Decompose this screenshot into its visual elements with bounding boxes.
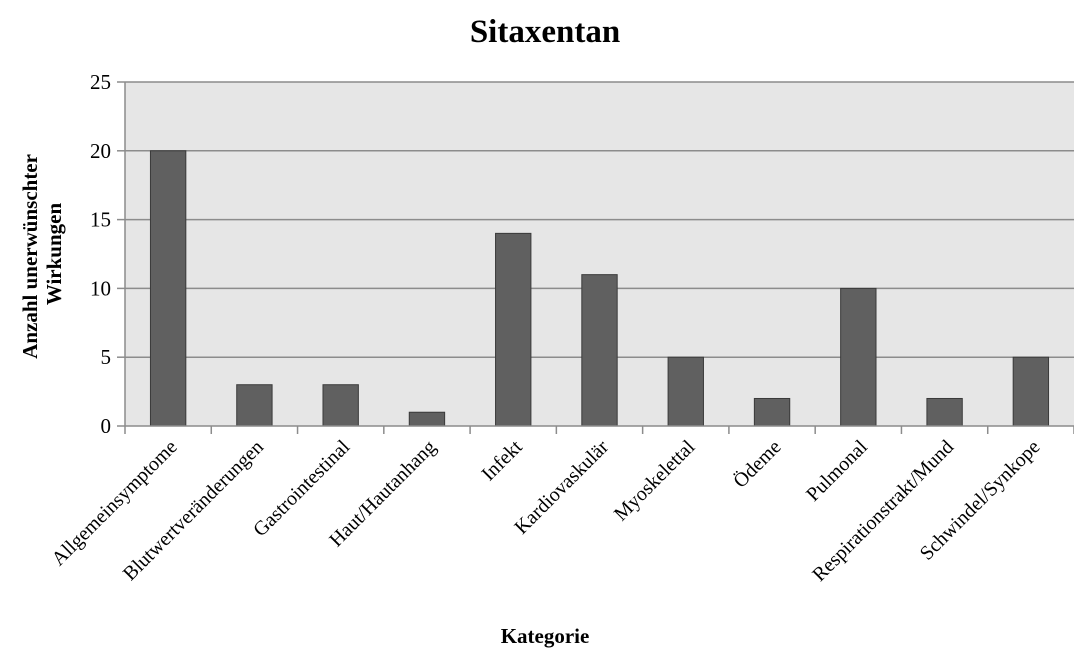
bar [753,397,791,427]
bars [149,150,1050,427]
x-tick-label: Pulmonal [802,436,872,506]
y-tick-label: 15 [90,208,111,232]
y-tick-label: 25 [90,70,111,94]
bar [236,384,273,427]
x-tick-label: Blutwertveränderungen [119,436,268,585]
bar [667,356,704,427]
bar [840,287,877,427]
bar [149,150,187,427]
y-tick-label: 5 [101,345,112,369]
x-tick-label: Infekt [477,436,527,486]
x-axis-title: Kategorie [501,624,590,648]
bar [495,232,532,427]
x-tick-label: Myoskelettal [610,436,700,526]
bar [322,384,359,427]
axes [124,82,1074,434]
y-axis-title: Anzahl unerwünschter Wirkungen [18,149,66,359]
y-tick-label: 10 [90,276,111,300]
y-tick-label: 20 [90,139,111,163]
bar [408,411,446,427]
y-tick-labels: 0 5 10 15 20 25 [90,70,111,438]
x-tick-labels: AllgemeinsymptomeBlutwertveränderungenGa… [47,435,1044,586]
bar [581,274,618,427]
chart-title: Sitaxentan [470,14,620,50]
x-tick-label: Ödeme [728,435,785,492]
y-axis-title-line-2: Wirkungen [42,203,66,306]
y-axis-title-line-1: Anzahl unerwünschter [18,154,42,358]
bar [926,397,963,427]
x-tick-label: Respirationstrakt/Mund [808,436,958,586]
y-tick-label: 0 [101,414,112,438]
bar [1012,356,1050,427]
